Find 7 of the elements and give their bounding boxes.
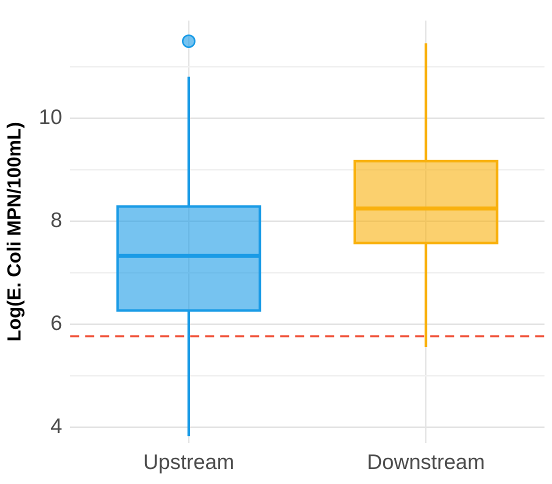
x-tick-label: Downstream: [366, 451, 485, 474]
y-tick-label: 4: [50, 415, 62, 438]
y-tick-label: 6: [50, 312, 62, 336]
y-tick-label: 8: [50, 209, 62, 232]
y-axis-title: Log(E. Coli MPN/100mL): [4, 122, 26, 342]
x-tick-label: Upstream: [143, 451, 234, 474]
y-tick-label: 10: [38, 106, 62, 130]
